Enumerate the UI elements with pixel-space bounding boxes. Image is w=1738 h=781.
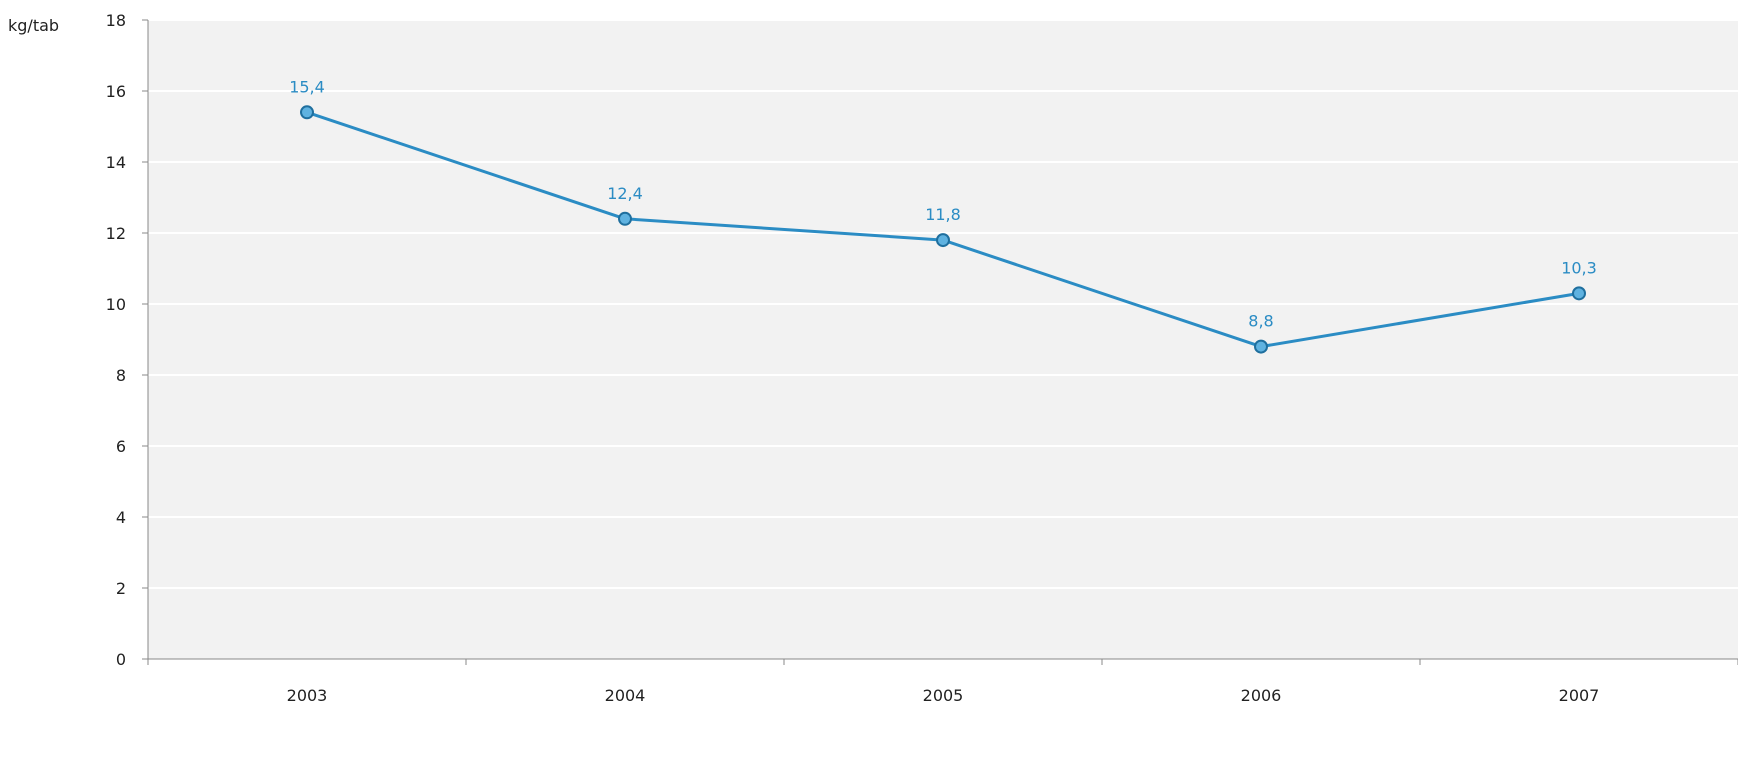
x-tick-labels: 2003 2004 2005 2006 2007	[287, 686, 1600, 705]
x-tick-label: 2004	[605, 686, 646, 705]
y-tick-label: 4	[116, 508, 126, 527]
data-point	[1572, 286, 1586, 301]
x-tick-label: 2005	[923, 686, 964, 705]
data-point	[936, 233, 950, 248]
data-label: 12,4	[607, 184, 643, 203]
data-label: 11,8	[925, 205, 961, 224]
y-tick-label: 0	[116, 650, 126, 669]
data-label: 8,8	[1248, 312, 1273, 331]
y-tick-label: 18	[106, 11, 126, 30]
data-label: 15,4	[289, 77, 325, 96]
y-tick-label: 10	[106, 295, 126, 314]
gridlines	[142, 19, 1738, 660]
y-tick-label: 12	[106, 224, 126, 243]
data-point	[300, 105, 314, 120]
data-point	[618, 211, 632, 226]
y-tick-label: 16	[106, 82, 126, 101]
y-axis-label: kg/tab	[8, 16, 60, 35]
y-tick-label: 2	[116, 579, 126, 598]
x-tick-label: 2006	[1241, 686, 1282, 705]
y-tick-labels: 0 2 4 6 8 10 12 14 16 18	[106, 11, 126, 669]
data-point	[1254, 339, 1268, 354]
axes	[147, 20, 1738, 665]
plot-area	[148, 20, 1738, 659]
y-tick-label: 14	[106, 153, 126, 172]
y-tick-label: 8	[116, 366, 126, 385]
x-tick-label: 2003	[287, 686, 328, 705]
x-tick-label: 2007	[1559, 686, 1600, 705]
y-tick-label: 6	[116, 437, 126, 456]
series: 15,4 12,4 11,8 8,8 10,3	[289, 77, 1597, 354]
data-label: 10,3	[1561, 258, 1597, 277]
